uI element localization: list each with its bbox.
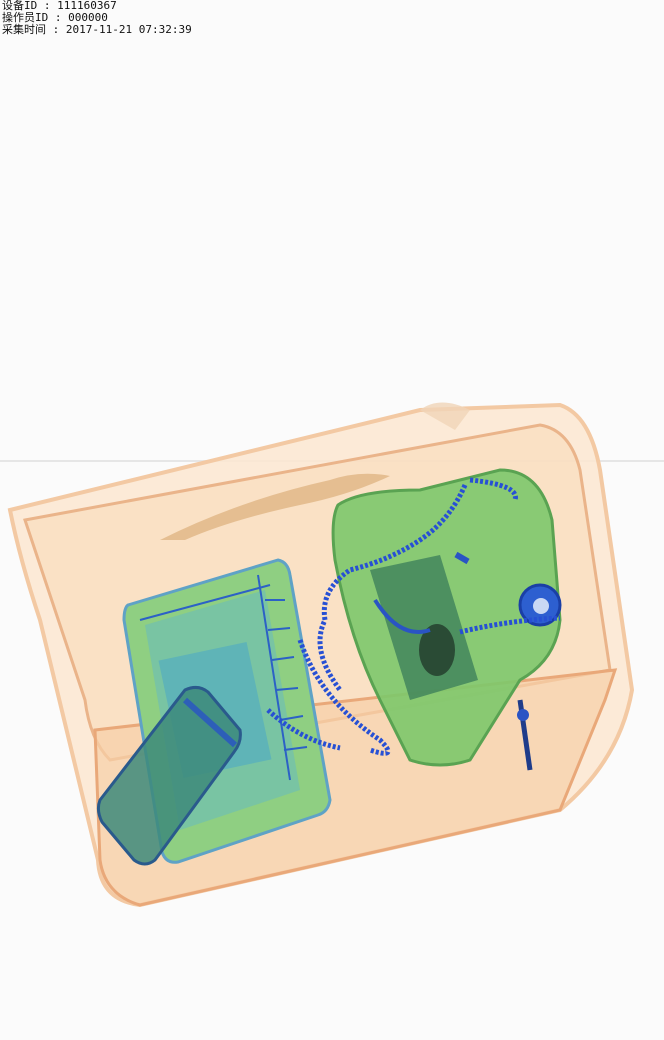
operator-id-line: 操作员ID : 000000 [2,12,192,24]
capture-time-label: 采集时间 [2,23,46,36]
scan-info-header: 设备ID : 111160367 操作员ID : 000000 采集时间 : 2… [2,0,192,36]
power-bank [96,685,242,866]
capture-time-line: 采集时间 : 2017-11-21 07:32:39 [2,24,192,36]
device-id-separator: : [37,0,58,12]
operator-id-value: 000000 [68,11,108,24]
capture-time-value: 2017-11-21 07:32:39 [65,23,192,36]
device-id-value: 111160367 [57,0,117,12]
operator-id-separator: : [48,11,69,24]
operator-id-label: 操作员ID [2,11,49,24]
device-id-label: 设备ID [2,0,38,12]
telephone-device [331,468,562,771]
device-id-line: 设备ID : 111160367 [2,0,192,12]
coiled-cord [266,477,561,756]
capture-time-separator: : [46,23,66,36]
